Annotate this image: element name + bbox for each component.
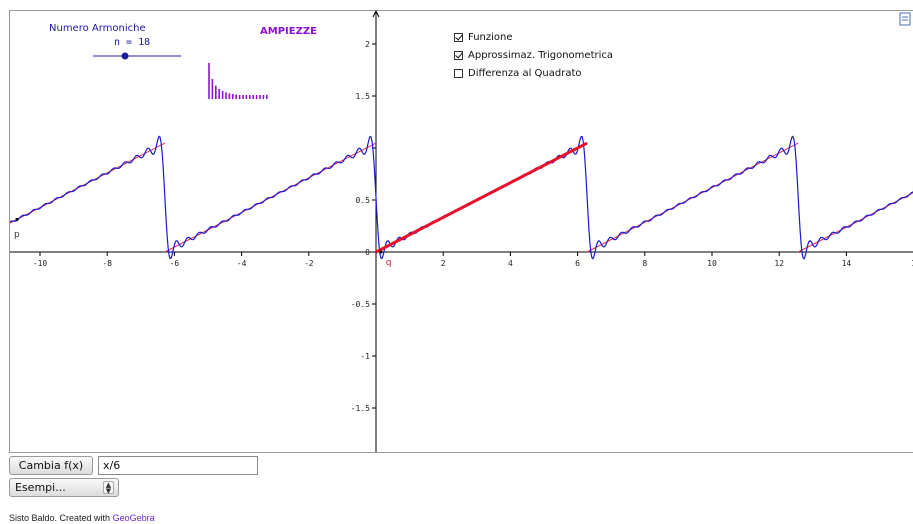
credits: Sisto Baldo. Created with GeoGebra [9, 513, 155, 523]
x-tick-label: 8 [642, 259, 647, 268]
y-tick-label: -1 [360, 352, 370, 361]
y-axis-arrow [372, 11, 380, 18]
checkbox-box[interactable] [454, 33, 463, 42]
y-tick-label: 2 [365, 40, 370, 49]
x-tick-label: -8 [102, 259, 112, 268]
y-tick-label: -1.5 [351, 404, 370, 413]
x-tick-label: 4 [508, 259, 513, 268]
function-curve [10, 142, 913, 253]
x-tick-label: 10 [707, 259, 717, 268]
graphics-view[interactable]: -10-8-6-4-22468101214121.50.50-0.5-1-1.5… [10, 11, 913, 453]
checkbox-label: Funzione [468, 32, 513, 43]
x-tick-label: 2 [441, 259, 446, 268]
geogebra-applet[interactable]: -10-8-6-4-22468101214121.50.50-0.5-1-1.5… [9, 10, 913, 453]
geogebra-link[interactable]: GeoGebra [112, 513, 155, 523]
base-period-segment [375, 141, 588, 254]
point-p [15, 217, 19, 221]
x-tick-label: -2 [304, 259, 314, 268]
y-tick-label: 1.5 [356, 92, 371, 101]
axes: -10-8-6-4-22468101214121.50.50-0.5-1-1.5 [10, 11, 913, 452]
points: pq [14, 217, 392, 268]
graphics-view-icon[interactable] [899, 12, 911, 26]
slider-value: n = 18 [114, 37, 151, 48]
esempi-select-value: Esempi... [15, 481, 66, 494]
esempi-select[interactable]: Esempi... ▲ ▼ [9, 478, 119, 497]
amplitude-bars [208, 63, 268, 99]
x-tick-label: 6 [575, 259, 580, 268]
x-tick-label: -4 [237, 259, 247, 268]
point-q [379, 250, 383, 254]
checkbox-box[interactable] [454, 51, 463, 60]
y-tick-label: -0.5 [351, 300, 370, 309]
point-q-label: q [386, 258, 392, 268]
checkbox-differenza[interactable]: Differenza al Quadrato [454, 68, 582, 79]
x-tick-label: 12 [774, 259, 784, 268]
x-tick-label: -10 [33, 259, 48, 268]
amplitudes-title: AMPIEZZE [260, 26, 317, 37]
y-tick-label: 0 [365, 248, 370, 257]
checkbox-label: Differenza al Quadrato [468, 68, 582, 79]
x-tick-label: -6 [170, 259, 180, 268]
checkbox-approssimazione[interactable]: Approssimaz. Trigonometrica [454, 50, 613, 61]
checkbox-label: Approssimaz. Trigonometrica [468, 50, 613, 61]
curves [10, 135, 913, 260]
checkbox-box[interactable] [454, 69, 463, 78]
function-input[interactable] [98, 456, 258, 475]
credits-text: Sisto Baldo. Created with [9, 513, 113, 523]
x-tick-label: 1 [911, 259, 913, 268]
slider-label: Numero Armoniche [49, 23, 146, 34]
x-tick-label: 14 [842, 259, 852, 268]
cambia-fx-button[interactable]: Cambia f(x) [9, 456, 93, 475]
updown-chevron-icon: ▲ ▼ [103, 481, 114, 495]
slider-handle[interactable] [121, 52, 129, 60]
y-tick-label: 0.5 [356, 196, 371, 205]
checkbox-funzione[interactable]: Funzione [454, 32, 513, 43]
point-p-label: p [14, 230, 20, 240]
approximation-curve [10, 135, 913, 260]
